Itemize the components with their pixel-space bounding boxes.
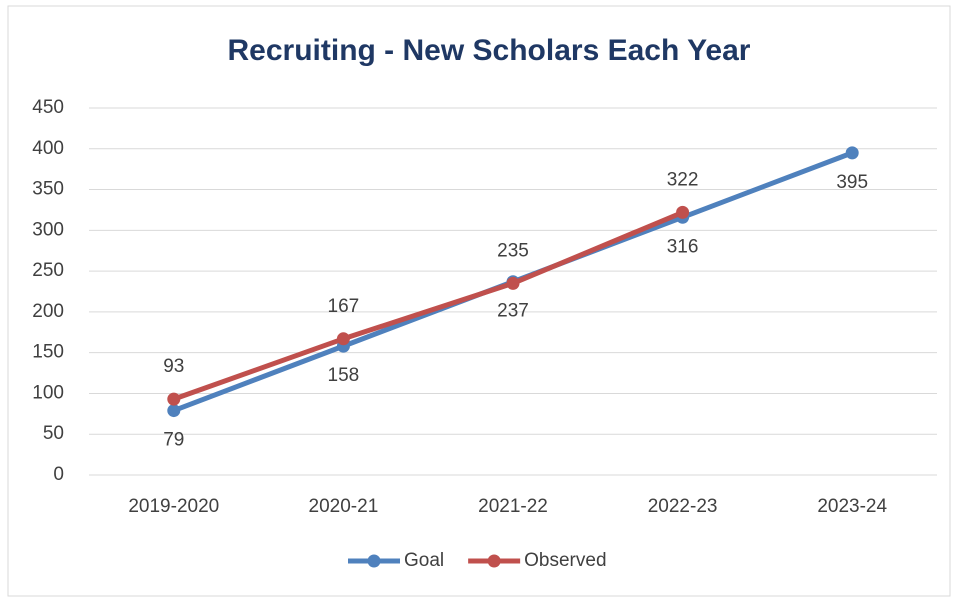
chart-title: Recruiting - New Scholars Each Year xyxy=(228,34,751,67)
data-label: 316 xyxy=(667,236,699,257)
x-tick-label: 2021-22 xyxy=(478,496,548,517)
y-tick-label: 100 xyxy=(32,382,64,403)
data-label: 79 xyxy=(163,430,184,451)
data-point xyxy=(336,332,350,346)
x-tick-label: 2023-24 xyxy=(817,496,887,517)
chart-border xyxy=(7,5,951,597)
data-label: 93 xyxy=(163,356,184,377)
data-label: 235 xyxy=(497,240,529,261)
legend-label: Goal xyxy=(404,550,444,571)
legend-marker xyxy=(367,554,381,568)
y-tick-label: 150 xyxy=(32,342,64,363)
y-tick-label: 0 xyxy=(53,464,64,485)
data-point xyxy=(167,392,181,406)
legend-marker xyxy=(487,554,501,568)
y-tick-label: 400 xyxy=(32,138,64,159)
x-tick-label: 2022-23 xyxy=(648,496,718,517)
series-line xyxy=(171,209,686,402)
legend-label: Observed xyxy=(524,550,606,571)
y-tick-label: 200 xyxy=(32,301,64,322)
y-tick-label: 250 xyxy=(32,260,64,281)
y-tick-label: 450 xyxy=(32,97,64,118)
y-tick-label: 50 xyxy=(43,423,64,444)
y-tick-label: 300 xyxy=(32,219,64,240)
x-tick-label: 2019-2020 xyxy=(128,496,219,517)
y-tick-label: 350 xyxy=(32,179,64,200)
data-point xyxy=(845,146,859,160)
data-label: 167 xyxy=(328,296,360,317)
x-tick-label: 2020-21 xyxy=(309,496,379,517)
data-label: 237 xyxy=(497,301,529,322)
data-label: 158 xyxy=(328,365,360,386)
data-point xyxy=(676,205,690,219)
data-label: 322 xyxy=(667,169,699,190)
data-label: 395 xyxy=(836,172,868,193)
data-point xyxy=(506,276,520,290)
data-point xyxy=(167,404,181,418)
